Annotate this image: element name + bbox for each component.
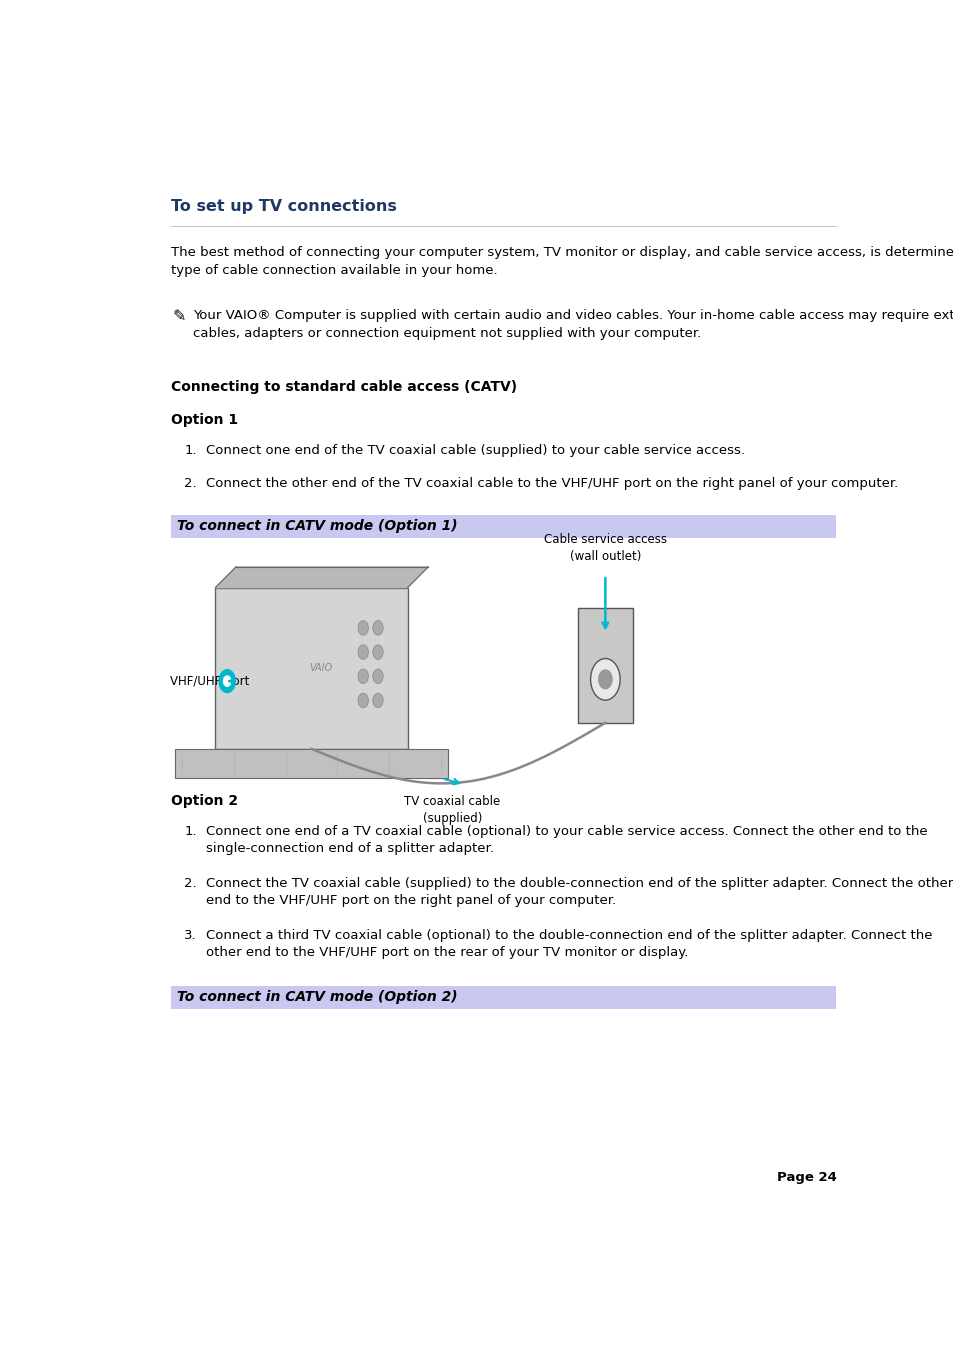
Text: To set up TV connections: To set up TV connections <box>171 199 396 213</box>
Text: Connect one end of the TV coaxial cable (supplied) to your cable service access.: Connect one end of the TV coaxial cable … <box>206 444 744 457</box>
Text: Page 24: Page 24 <box>776 1171 836 1183</box>
Text: To connect in CATV mode (Option 2): To connect in CATV mode (Option 2) <box>176 990 457 1004</box>
Polygon shape <box>215 567 428 588</box>
Text: Connect the TV coaxial cable (supplied) to the double-connection end of the spli: Connect the TV coaxial cable (supplied) … <box>206 877 953 907</box>
Text: Connect one end of a TV coaxial cable (optional) to your cable service access. C: Connect one end of a TV coaxial cable (o… <box>206 824 927 855</box>
Circle shape <box>590 658 619 700</box>
Circle shape <box>219 670 235 693</box>
Text: VHF/UHF port: VHF/UHF port <box>170 674 249 688</box>
Text: ✎: ✎ <box>172 309 186 324</box>
Text: VAIO: VAIO <box>309 663 333 673</box>
Text: The best method of connecting your computer system, TV monitor or display, and c: The best method of connecting your compu… <box>171 246 953 277</box>
Text: TV coaxial cable
(supplied): TV coaxial cable (supplied) <box>404 794 500 825</box>
Circle shape <box>598 670 612 689</box>
Circle shape <box>357 620 368 635</box>
Text: Connect the other end of the TV coaxial cable to the VHF/UHF port on the right p: Connect the other end of the TV coaxial … <box>206 477 898 490</box>
Circle shape <box>373 669 383 684</box>
Circle shape <box>373 693 383 708</box>
Text: 1.: 1. <box>184 824 196 838</box>
Circle shape <box>357 644 368 659</box>
Circle shape <box>373 620 383 635</box>
FancyBboxPatch shape <box>171 515 836 538</box>
FancyBboxPatch shape <box>171 986 836 1009</box>
Circle shape <box>223 676 231 686</box>
Text: Your VAIO® Computer is supplied with certain audio and video cables. Your in-hom: Your VAIO® Computer is supplied with cer… <box>193 309 953 340</box>
Text: Connecting to standard cable access (CATV): Connecting to standard cable access (CAT… <box>171 380 517 393</box>
Text: Connect a third TV coaxial cable (optional) to the double-connection end of the : Connect a third TV coaxial cable (option… <box>206 928 932 959</box>
Text: To connect in CATV mode (Option 1): To connect in CATV mode (Option 1) <box>176 519 457 534</box>
Text: 2.: 2. <box>184 877 196 890</box>
Text: Option 2: Option 2 <box>171 793 238 808</box>
Text: Option 1: Option 1 <box>171 413 238 427</box>
Text: 3.: 3. <box>184 928 196 942</box>
Text: 1.: 1. <box>184 444 196 457</box>
FancyBboxPatch shape <box>577 608 633 723</box>
FancyBboxPatch shape <box>215 588 407 748</box>
Circle shape <box>373 644 383 659</box>
Text: Cable service access
(wall outlet): Cable service access (wall outlet) <box>543 532 666 562</box>
Text: 2.: 2. <box>184 477 196 490</box>
FancyBboxPatch shape <box>174 748 448 778</box>
Circle shape <box>357 669 368 684</box>
Circle shape <box>357 693 368 708</box>
